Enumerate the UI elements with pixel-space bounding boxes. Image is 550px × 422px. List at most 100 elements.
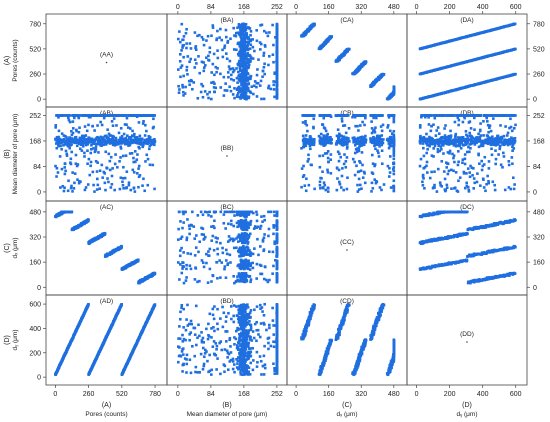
data-point xyxy=(465,139,469,142)
data-point xyxy=(246,65,250,68)
data-point xyxy=(240,27,243,30)
data-point xyxy=(261,75,264,79)
data-point xyxy=(342,188,345,192)
data-point xyxy=(472,139,476,143)
data-point xyxy=(504,140,508,144)
data-point xyxy=(153,114,156,117)
data-point xyxy=(445,183,449,187)
data-point xyxy=(179,66,183,69)
data-point xyxy=(208,46,212,50)
data-point xyxy=(361,120,364,124)
data-point xyxy=(188,60,191,64)
data-point xyxy=(94,159,98,163)
data-point xyxy=(60,132,64,135)
data-point xyxy=(448,114,451,117)
data-point xyxy=(238,44,242,48)
data-point xyxy=(473,116,476,120)
data-point xyxy=(142,177,145,181)
data-point xyxy=(272,83,276,87)
data-point xyxy=(505,24,509,28)
data-point xyxy=(447,139,451,143)
data-point xyxy=(142,143,145,147)
data-point xyxy=(508,114,512,117)
data-point xyxy=(100,163,104,167)
data-point xyxy=(507,163,511,167)
data-point xyxy=(433,144,437,148)
data-point xyxy=(123,176,127,180)
data-point xyxy=(95,170,99,173)
data-point xyxy=(258,84,262,87)
data-point xyxy=(372,116,375,120)
data-point xyxy=(319,114,323,117)
data-point xyxy=(233,34,236,37)
data-point xyxy=(461,161,464,165)
data-point xyxy=(421,175,425,178)
data-point xyxy=(434,134,438,137)
data-point xyxy=(79,143,83,147)
data-point xyxy=(420,139,424,143)
data-point xyxy=(344,165,348,169)
data-point xyxy=(319,132,323,136)
data-point xyxy=(108,159,112,163)
data-point xyxy=(107,132,111,136)
data-point xyxy=(300,146,303,150)
data-point xyxy=(497,153,500,156)
data-point xyxy=(355,164,358,168)
data-point xyxy=(432,155,435,158)
data-point xyxy=(70,133,74,137)
data-point xyxy=(437,142,441,146)
data-point xyxy=(324,188,328,192)
data-point xyxy=(99,135,103,139)
data-point xyxy=(466,167,470,170)
panel-points xyxy=(54,210,157,285)
data-point xyxy=(138,174,142,177)
data-point xyxy=(80,149,84,152)
data-point xyxy=(392,162,396,166)
data-point xyxy=(506,143,510,147)
data-point xyxy=(444,124,447,127)
data-point xyxy=(126,126,130,129)
data-point xyxy=(502,155,506,158)
data-point xyxy=(127,139,130,142)
data-point xyxy=(59,186,62,189)
data-point xyxy=(111,167,114,170)
data-point xyxy=(446,172,450,176)
data-point xyxy=(212,52,216,56)
data-point xyxy=(244,22,248,26)
data-point xyxy=(248,47,252,51)
data-point xyxy=(120,136,124,139)
panel-label: (BB) xyxy=(221,145,234,152)
data-point xyxy=(389,135,393,139)
data-point xyxy=(342,135,346,139)
data-point xyxy=(458,144,461,148)
data-point xyxy=(131,140,135,144)
data-point xyxy=(357,149,361,153)
data-point xyxy=(392,116,396,120)
data-point xyxy=(312,22,316,26)
data-point xyxy=(302,174,306,177)
diagonal-dot xyxy=(105,61,108,64)
data-point xyxy=(512,138,516,141)
data-point xyxy=(424,140,428,143)
data-point xyxy=(229,89,233,93)
data-point xyxy=(242,22,245,26)
data-point xyxy=(493,188,497,192)
data-point xyxy=(133,132,136,136)
data-point xyxy=(107,180,110,184)
data-point xyxy=(247,61,250,65)
data-point xyxy=(468,131,472,135)
data-point xyxy=(496,26,500,30)
data-point xyxy=(337,139,340,143)
data-point xyxy=(424,114,428,117)
data-point xyxy=(444,139,448,142)
data-point xyxy=(138,146,141,150)
data-point xyxy=(67,114,71,117)
data-point xyxy=(370,127,374,130)
data-point xyxy=(472,187,476,190)
data-point xyxy=(438,149,441,153)
data-point xyxy=(425,151,428,155)
data-point xyxy=(194,46,197,50)
data-point xyxy=(65,152,69,156)
data-point xyxy=(134,160,137,164)
